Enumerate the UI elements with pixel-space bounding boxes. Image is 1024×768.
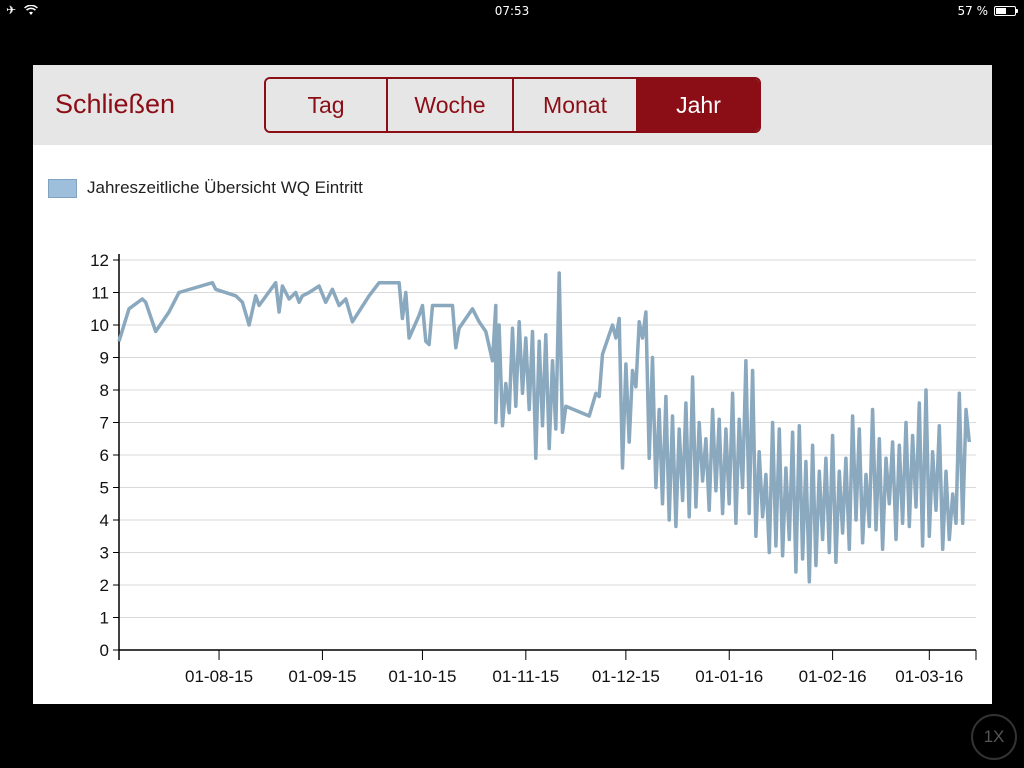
x-tick-label: 01-03-16 <box>895 667 963 686</box>
y-tick-label: 5 <box>100 479 109 498</box>
close-button[interactable]: Schließen <box>55 89 176 119</box>
y-tick-label: 7 <box>100 414 109 433</box>
period-segmented-control: Tag Woche Monat Jahr <box>264 77 761 133</box>
segment-woche[interactable]: Woche <box>388 79 514 131</box>
battery-icon <box>994 6 1018 16</box>
legend-label: Jahreszeitliche Übersicht WQ Eintritt <box>87 178 363 197</box>
segment-tag[interactable]: Tag <box>266 79 388 131</box>
segment-monat[interactable]: Monat <box>514 79 638 131</box>
legend-swatch <box>48 178 77 198</box>
y-tick-label: 6 <box>100 446 109 465</box>
chart-legend: Jahreszeitliche Übersicht WQ Eintritt <box>48 178 363 198</box>
battery-text: 57 % <box>957 4 989 18</box>
status-right: 57 % <box>957 4 1018 18</box>
series-line <box>117 271 972 584</box>
y-tick-label: 11 <box>91 284 109 303</box>
wifi-icon <box>24 4 38 15</box>
airplane-icon: ✈ <box>6 3 17 17</box>
zoom-indicator-button[interactable]: 1X <box>971 714 1017 760</box>
y-tick-label: 10 <box>90 316 109 335</box>
x-tick-label: 01-11-15 <box>492 667 559 686</box>
chart-panel: Schließen Tag Woche Monat Jahr Jahreszei… <box>33 65 992 704</box>
x-tick-label: 01-09-15 <box>288 667 356 686</box>
x-tick-label: 01-02-16 <box>799 667 867 686</box>
y-tick-label: 12 <box>90 251 109 270</box>
segment-jahr[interactable]: Jahr <box>638 79 759 131</box>
x-tick-label: 01-10-15 <box>388 667 456 686</box>
battery-fill <box>996 8 1007 14</box>
y-tick-label: 9 <box>100 349 109 368</box>
toolbar: Schließen Tag Woche Monat Jahr <box>33 65 992 145</box>
y-tick-label: 1 <box>100 609 109 628</box>
x-tick-label: 01-01-16 <box>695 667 763 686</box>
status-bar: ✈ 07:53 57 % <box>0 0 1024 22</box>
y-tick-label: 8 <box>100 381 109 400</box>
status-left: ✈ <box>6 3 38 17</box>
y-tick-label: 4 <box>100 511 109 530</box>
x-tick-label: 01-08-15 <box>185 667 253 686</box>
y-tick-label: 2 <box>100 576 109 595</box>
status-time: 07:53 <box>494 4 530 18</box>
x-tick-label: 01-12-15 <box>592 667 660 686</box>
y-tick-label: 3 <box>100 544 109 563</box>
y-tick-label: 0 <box>100 641 109 660</box>
